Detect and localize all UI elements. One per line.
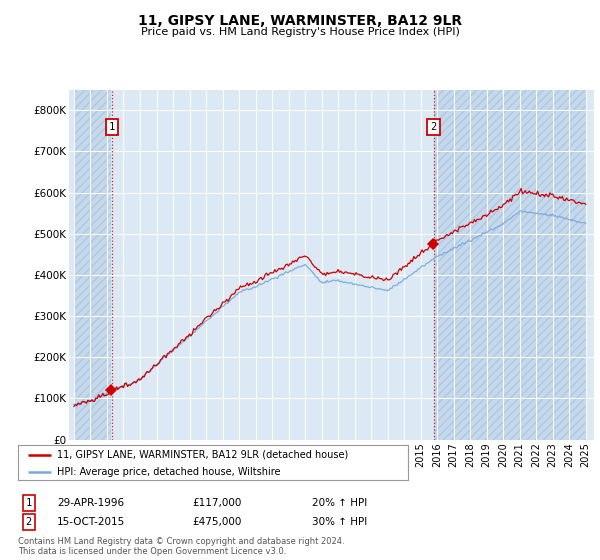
Text: 1: 1	[109, 122, 115, 132]
Text: 20% ↑ HPI: 20% ↑ HPI	[312, 498, 367, 508]
Text: Price paid vs. HM Land Registry's House Price Index (HPI): Price paid vs. HM Land Registry's House …	[140, 27, 460, 37]
Text: 11, GIPSY LANE, WARMINSTER, BA12 9LR: 11, GIPSY LANE, WARMINSTER, BA12 9LR	[138, 14, 462, 28]
Text: 29-APR-1996: 29-APR-1996	[57, 498, 124, 508]
Text: 30% ↑ HPI: 30% ↑ HPI	[312, 517, 367, 527]
Text: HPI: Average price, detached house, Wiltshire: HPI: Average price, detached house, Wilt…	[57, 467, 281, 477]
Text: 2: 2	[26, 517, 32, 527]
Text: This data is licensed under the Open Government Licence v3.0.: This data is licensed under the Open Gov…	[18, 548, 286, 557]
Text: 2: 2	[431, 122, 437, 132]
Text: £117,000: £117,000	[192, 498, 241, 508]
Text: 1: 1	[26, 498, 32, 508]
Text: 11, GIPSY LANE, WARMINSTER, BA12 9LR (detached house): 11, GIPSY LANE, WARMINSTER, BA12 9LR (de…	[57, 450, 348, 460]
Text: Contains HM Land Registry data © Crown copyright and database right 2024.: Contains HM Land Registry data © Crown c…	[18, 538, 344, 547]
Text: 15-OCT-2015: 15-OCT-2015	[57, 517, 125, 527]
Text: £475,000: £475,000	[192, 517, 241, 527]
